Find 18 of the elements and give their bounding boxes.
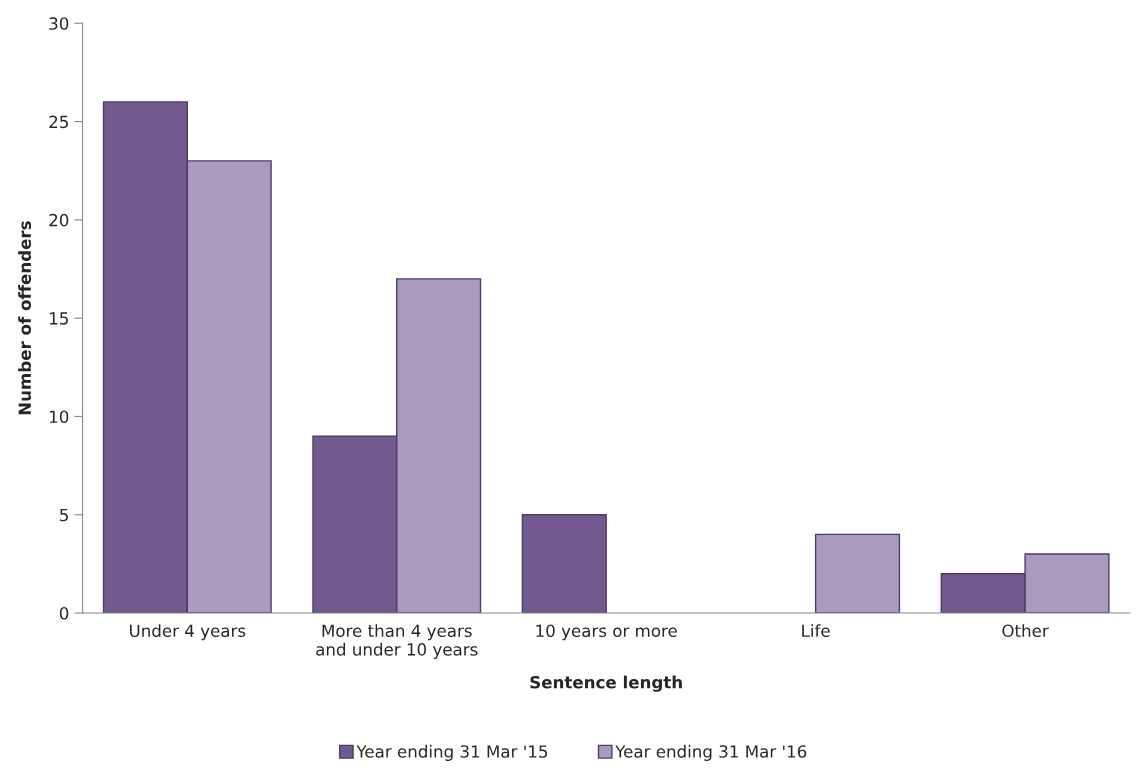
y-tick-label: 25 <box>49 115 68 129</box>
y-tick-label: 30 <box>49 17 69 30</box>
y-tick-label: 20 <box>49 213 69 227</box>
bar <box>521 514 607 614</box>
x-tick-label: Life <box>802 624 830 638</box>
y-tick-label: 10 <box>50 410 69 424</box>
legend-label: Year ending 31 Mar '16 <box>615 744 807 761</box>
x-tick-label: Under 4 years <box>130 624 246 641</box>
bar <box>814 533 901 614</box>
x-axis-title: Sentence length <box>530 675 682 692</box>
y-tick-label: 5 <box>60 508 68 522</box>
y-tick-label: 0 <box>59 607 69 620</box>
y-tick-label: 15 <box>50 312 68 325</box>
legend-label: Year ending 31 Mar '15 <box>356 744 548 761</box>
y-axis-title: Number of offenders <box>18 221 32 415</box>
x-tick-label: More than 4 years and under 10 years <box>316 624 478 659</box>
x-tick-label: 10 years or more <box>536 624 677 641</box>
x-tick-label: Other <box>1002 624 1049 638</box>
